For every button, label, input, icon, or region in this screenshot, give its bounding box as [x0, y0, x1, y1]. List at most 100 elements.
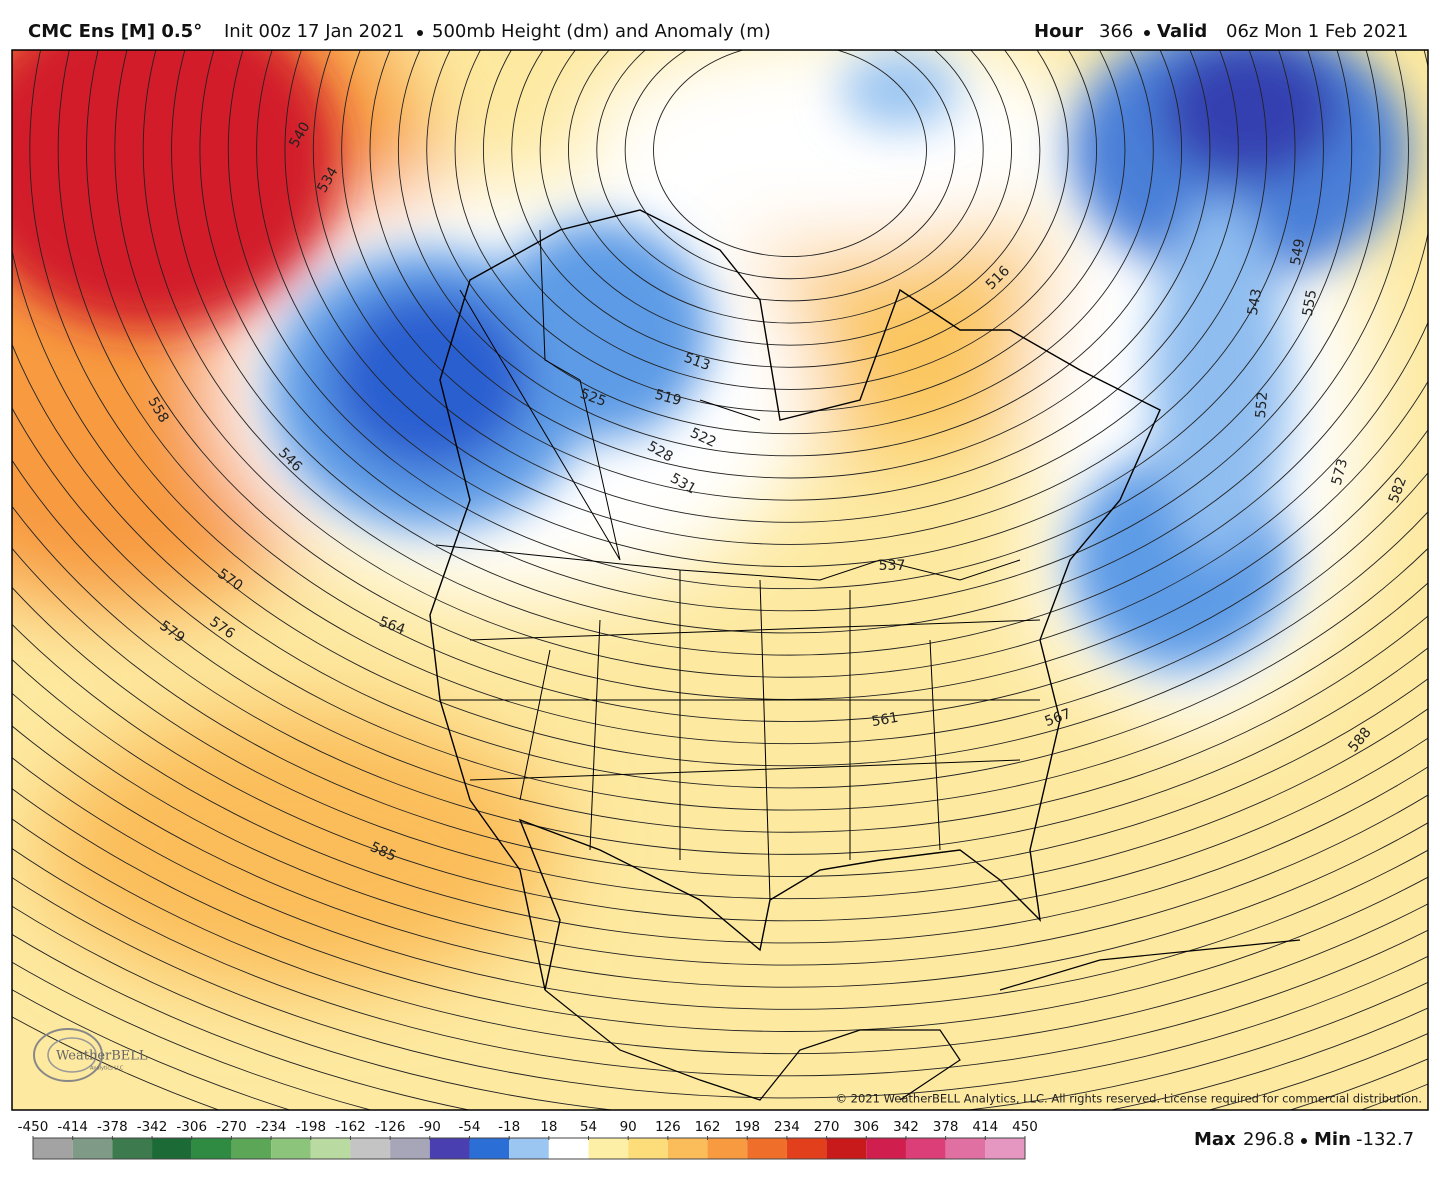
min-value: -132.7 — [1356, 1129, 1414, 1150]
contour-line — [12, 406, 1428, 811]
contour-line — [568, 50, 1012, 324]
colorbar-swatch — [588, 1138, 629, 1159]
contour-line — [57, 50, 1428, 722]
colorbar-swatch — [945, 1138, 986, 1159]
valid: 06z Mon 1 Feb 2021 — [1226, 21, 1408, 42]
contour-line — [12, 876, 1428, 1099]
colorbar-swatch — [667, 1138, 708, 1159]
contour-label: 519 — [653, 387, 683, 409]
separator — [417, 30, 423, 36]
contour-line — [398, 50, 1182, 457]
valid-label: Valid — [1157, 21, 1207, 42]
contour-line — [12, 847, 1428, 1076]
colorbar-tick-label: 126 — [655, 1119, 681, 1135]
contour-line — [539, 50, 1041, 346]
contour-line — [483, 50, 1097, 390]
contour-label: 549 — [1288, 237, 1308, 266]
contour-label: 573 — [1329, 457, 1351, 487]
colorbar-tick-label: 18 — [540, 1119, 557, 1135]
colorbar-tick-label: 306 — [853, 1119, 879, 1135]
colorbar-swatch — [152, 1138, 192, 1159]
colorbar-tick-label: -342 — [137, 1119, 168, 1135]
colorbar-swatch — [112, 1138, 153, 1159]
contour-line — [171, 50, 1409, 634]
colorbar-swatch — [548, 1138, 589, 1159]
colorbar-swatch — [747, 1138, 787, 1159]
colorbar-swatch — [707, 1138, 748, 1159]
init-time: Init 00z 17 Jan 2021 — [224, 21, 404, 42]
logo: WeatherBELL Analytics LLC — [33, 1028, 148, 1082]
colorbar-swatch — [72, 1138, 113, 1159]
contour-line — [426, 50, 1154, 435]
contour-line — [12, 547, 1428, 877]
colorbar-tick-label: -54 — [458, 1119, 480, 1135]
hour-label: Hour — [1034, 21, 1083, 42]
colorbar-tick-label: 342 — [893, 1119, 919, 1135]
colorbar-swatch — [271, 1138, 311, 1159]
colorbar-swatch — [231, 1138, 272, 1159]
colorbar-tick-label: -198 — [295, 1119, 326, 1135]
model-name: CMC Ens [M] 0.5° — [28, 21, 202, 42]
colorbar-frame — [32, 1137, 1026, 1160]
min-label: Min — [1314, 1129, 1351, 1150]
contour-label: 555 — [1300, 288, 1320, 317]
colorbar-tick-label: 270 — [814, 1119, 840, 1135]
colorbar-swatch — [905, 1138, 946, 1159]
colorbar-tick-label: -90 — [419, 1119, 441, 1135]
contour-line — [12, 623, 1428, 922]
copyright: © 2021 WeatherBELL Analytics, LLC. All r… — [836, 1092, 1422, 1106]
colorbar-tick-label: -414 — [57, 1119, 88, 1135]
contour-line — [29, 50, 1428, 744]
contour-line — [624, 50, 956, 280]
colorbar-swatch — [866, 1138, 906, 1159]
colorbar-swatch — [350, 1138, 391, 1159]
contour-label: 552 — [1253, 391, 1271, 419]
colorbar-swatch — [786, 1138, 827, 1159]
colorbar-swatch — [628, 1138, 668, 1159]
contour-line — [653, 50, 927, 258]
colorbar-tick-label: 450 — [1012, 1119, 1038, 1135]
colorbar-tick-label: 90 — [620, 1119, 637, 1135]
colorbar-swatch — [985, 1138, 1025, 1159]
contour-line — [284, 50, 1296, 545]
colorbar-swatch — [509, 1138, 549, 1159]
contour-line — [12, 586, 1428, 899]
colorbar-tick-label: 198 — [734, 1119, 760, 1135]
hour: 366 — [1099, 21, 1133, 42]
colorbar-tick-label: 414 — [972, 1119, 998, 1135]
contour-label: 561 — [870, 710, 899, 730]
colorbar-swatch — [33, 1138, 73, 1159]
contour-line — [12, 50, 1428, 767]
product: 500mb Height (dm) and Anomaly (m) — [432, 21, 771, 42]
logo-sub: Analytics LLC — [90, 1066, 124, 1072]
contour-label: 543 — [1245, 287, 1265, 316]
separator — [1144, 30, 1150, 36]
colorbar-tick-label: -18 — [498, 1119, 520, 1135]
max-label: Max — [1194, 1129, 1236, 1150]
map-frame — [11, 49, 1429, 1111]
colorbar-swatch — [191, 1138, 232, 1159]
borders — [435, 229, 1041, 901]
colorbar-tick-label: -126 — [375, 1119, 406, 1135]
contour-line — [114, 50, 1428, 678]
contour-line — [12, 505, 1428, 855]
mexico-coast — [544, 939, 1301, 1101]
max-value: 296.8 — [1243, 1129, 1295, 1150]
colorbar-tick-label: -306 — [176, 1119, 207, 1135]
contour-line — [12, 459, 1428, 833]
contour-line — [86, 50, 1428, 700]
colorbar-swatch — [310, 1138, 351, 1159]
contour-line — [12, 756, 1428, 1010]
colorbar-tick-label: -270 — [216, 1119, 247, 1135]
colorbar-tick-label: -450 — [18, 1119, 49, 1135]
colorbar-swatch — [469, 1138, 510, 1159]
contour-line — [12, 692, 1428, 966]
contour-line — [12, 725, 1428, 988]
colorbar-tick-label: 162 — [695, 1119, 721, 1135]
separator — [1301, 1138, 1307, 1144]
contour-line — [511, 50, 1069, 368]
contour-line — [227, 50, 1353, 590]
contour-line — [369, 50, 1211, 479]
